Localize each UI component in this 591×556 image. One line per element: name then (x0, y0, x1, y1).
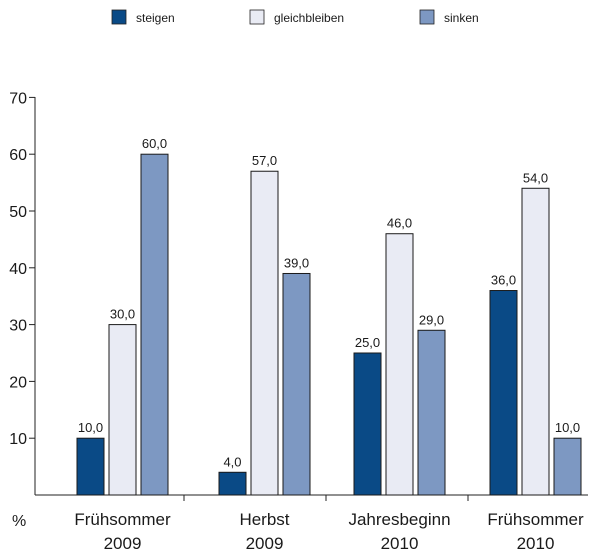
y-tick-label: 50 (9, 204, 27, 221)
x-category-label: 2010 (381, 534, 419, 551)
bar-value-label: 46,0 (387, 216, 412, 231)
bar-value-label: 29,0 (419, 312, 444, 327)
x-category-label: Frühsommer (74, 510, 171, 529)
bars (76, 153, 582, 496)
legend-swatch-steigen (111, 9, 127, 25)
bar-value-label: 60,0 (142, 136, 167, 151)
x-category-label: 2010 (517, 534, 555, 551)
bar-sinken (140, 153, 169, 496)
legend-label-sinken: sinken (444, 11, 479, 25)
y-tick-label: 30 (9, 318, 27, 335)
x-category-label: 2009 (104, 534, 142, 551)
legend-swatch-sinken (419, 9, 435, 25)
x-category-label: Frühsommer (487, 510, 584, 529)
bar-sinken (417, 329, 446, 496)
y-tick-label: 20 (9, 374, 27, 391)
bar-value-label: 30,0 (110, 307, 135, 322)
legend: steigen gleichbleiben sinken (111, 9, 479, 25)
y-axis-unit: % (12, 513, 26, 530)
bar-value-label: 57,0 (252, 153, 277, 168)
bar-steigen (489, 290, 518, 496)
bar-gleichbleiben (108, 324, 137, 496)
bar-value-label: 10,0 (78, 420, 103, 435)
legend-label-gleichbleiben: gleichbleiben (274, 11, 344, 25)
bar-value-label: 4,0 (223, 454, 241, 469)
bar-steigen (218, 471, 247, 496)
bar-sinken (553, 437, 582, 496)
bar-steigen (353, 352, 382, 496)
legend-label-steigen: steigen (136, 11, 175, 25)
data-labels: 10,0 4,0 25,0 36,0 30,0 57,0 46,0 54,0 60,0 39,0 2… (78, 136, 580, 469)
bar-steigen (76, 437, 105, 496)
x-category-label: Herbst (239, 510, 289, 529)
y-tick-label: 40 (9, 261, 27, 278)
bar-gleichbleiben (250, 170, 279, 496)
x-category-label: 2009 (246, 534, 284, 551)
bar-sinken (282, 272, 311, 496)
legend-swatch-gleichbleiben (249, 9, 265, 25)
bar-gleichbleiben (385, 233, 414, 496)
axes: 10 20 30 40 50 60 70% Frühsommer 2009 Herbst 2009 J… (9, 90, 588, 553)
bar-value-label: 39,0 (284, 255, 309, 270)
bar-value-label: 54,0 (523, 170, 548, 185)
y-tick-label: 60 (9, 147, 27, 164)
bar-value-label: 25,0 (355, 335, 380, 350)
y-tick-label: 10 (9, 431, 27, 448)
bar-gleichbleiben (521, 187, 550, 496)
y-tick-label: 70 (9, 90, 27, 107)
bar-value-label: 36,0 (491, 273, 516, 288)
x-category-label: Jahresbeginn (348, 510, 450, 529)
bar-value-label: 10,0 (555, 420, 580, 435)
